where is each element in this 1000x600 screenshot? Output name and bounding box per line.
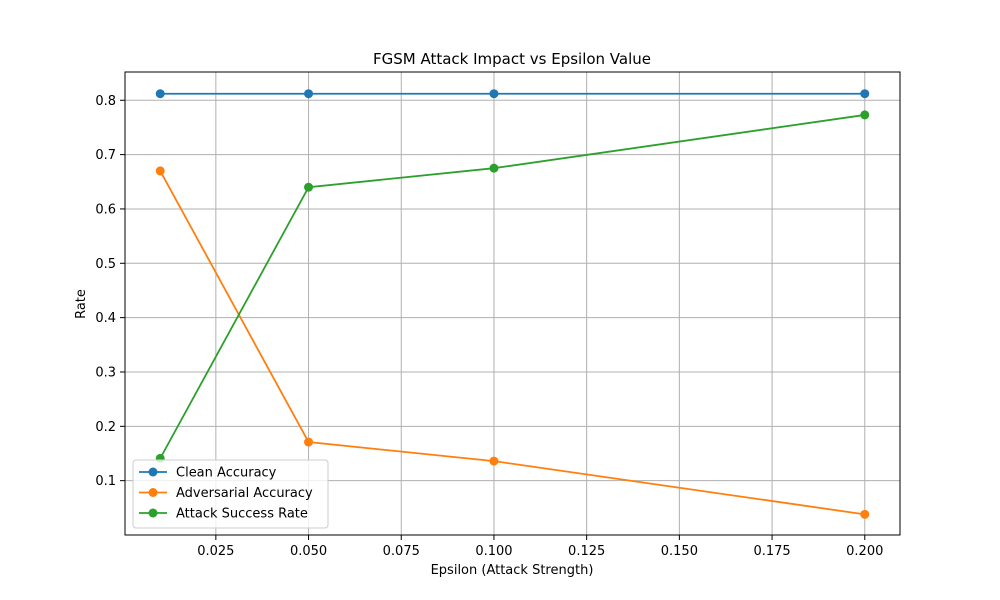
x-tick-label: 0.100	[475, 544, 512, 559]
x-tick-label: 0.125	[568, 544, 605, 559]
data-point	[155, 166, 165, 176]
y-tick-label: 0.2	[95, 420, 116, 435]
data-point	[304, 182, 314, 192]
data-point	[304, 89, 314, 99]
x-tick-label: 0.025	[197, 544, 234, 559]
data-point	[860, 110, 870, 120]
legend-swatch-marker	[148, 508, 158, 518]
x-tick-label: 0.200	[846, 544, 883, 559]
x-axis-label: Epsilon (Attack Strength)	[431, 563, 594, 578]
y-tick-label: 0.5	[95, 257, 116, 272]
y-tick-label: 0.7	[95, 148, 116, 163]
y-tick-label: 0.4	[95, 311, 116, 326]
y-tick-label: 0.1	[95, 474, 116, 489]
legend: Clean Accuracy Adversarial Accuracy Attack…	[132, 459, 329, 529]
data-point	[304, 437, 314, 447]
data-point	[489, 456, 499, 466]
axis-ticks: 0.025 0.050 0.075 0.100 0.125 0.150 0.175 0.200…	[95, 94, 883, 559]
series-line-2	[159, 114, 865, 459]
legend-box	[132, 459, 329, 529]
y-tick-label: 0.3	[95, 365, 116, 380]
legend-label: Attack Success Rate	[176, 507, 308, 522]
legend-label: Clean Accuracy	[176, 466, 277, 481]
grid	[125, 72, 900, 535]
legend-swatch-marker	[148, 488, 158, 497]
x-tick-label: 0.150	[661, 544, 698, 559]
y-tick-label: 0.6	[95, 202, 116, 217]
series-layer	[155, 89, 870, 519]
x-tick-label: 0.050	[290, 544, 327, 559]
y-axis-label: Rate	[74, 289, 89, 319]
data-point	[489, 163, 499, 173]
series-line-1	[159, 170, 865, 516]
data-point	[860, 89, 870, 99]
legend-label: Adversarial Accuracy	[176, 486, 313, 501]
x-tick-label: 0.075	[383, 544, 420, 559]
data-point	[860, 509, 870, 519]
data-point	[489, 89, 499, 99]
chart-title: FGSM Attack Impact vs Epsilon Value	[373, 50, 651, 68]
data-point	[155, 89, 165, 99]
legend-swatch-marker	[148, 467, 158, 477]
plot-area-frame	[124, 71, 901, 536]
y-tick-label: 0.8	[95, 94, 116, 109]
x-tick-label: 0.175	[753, 544, 790, 559]
